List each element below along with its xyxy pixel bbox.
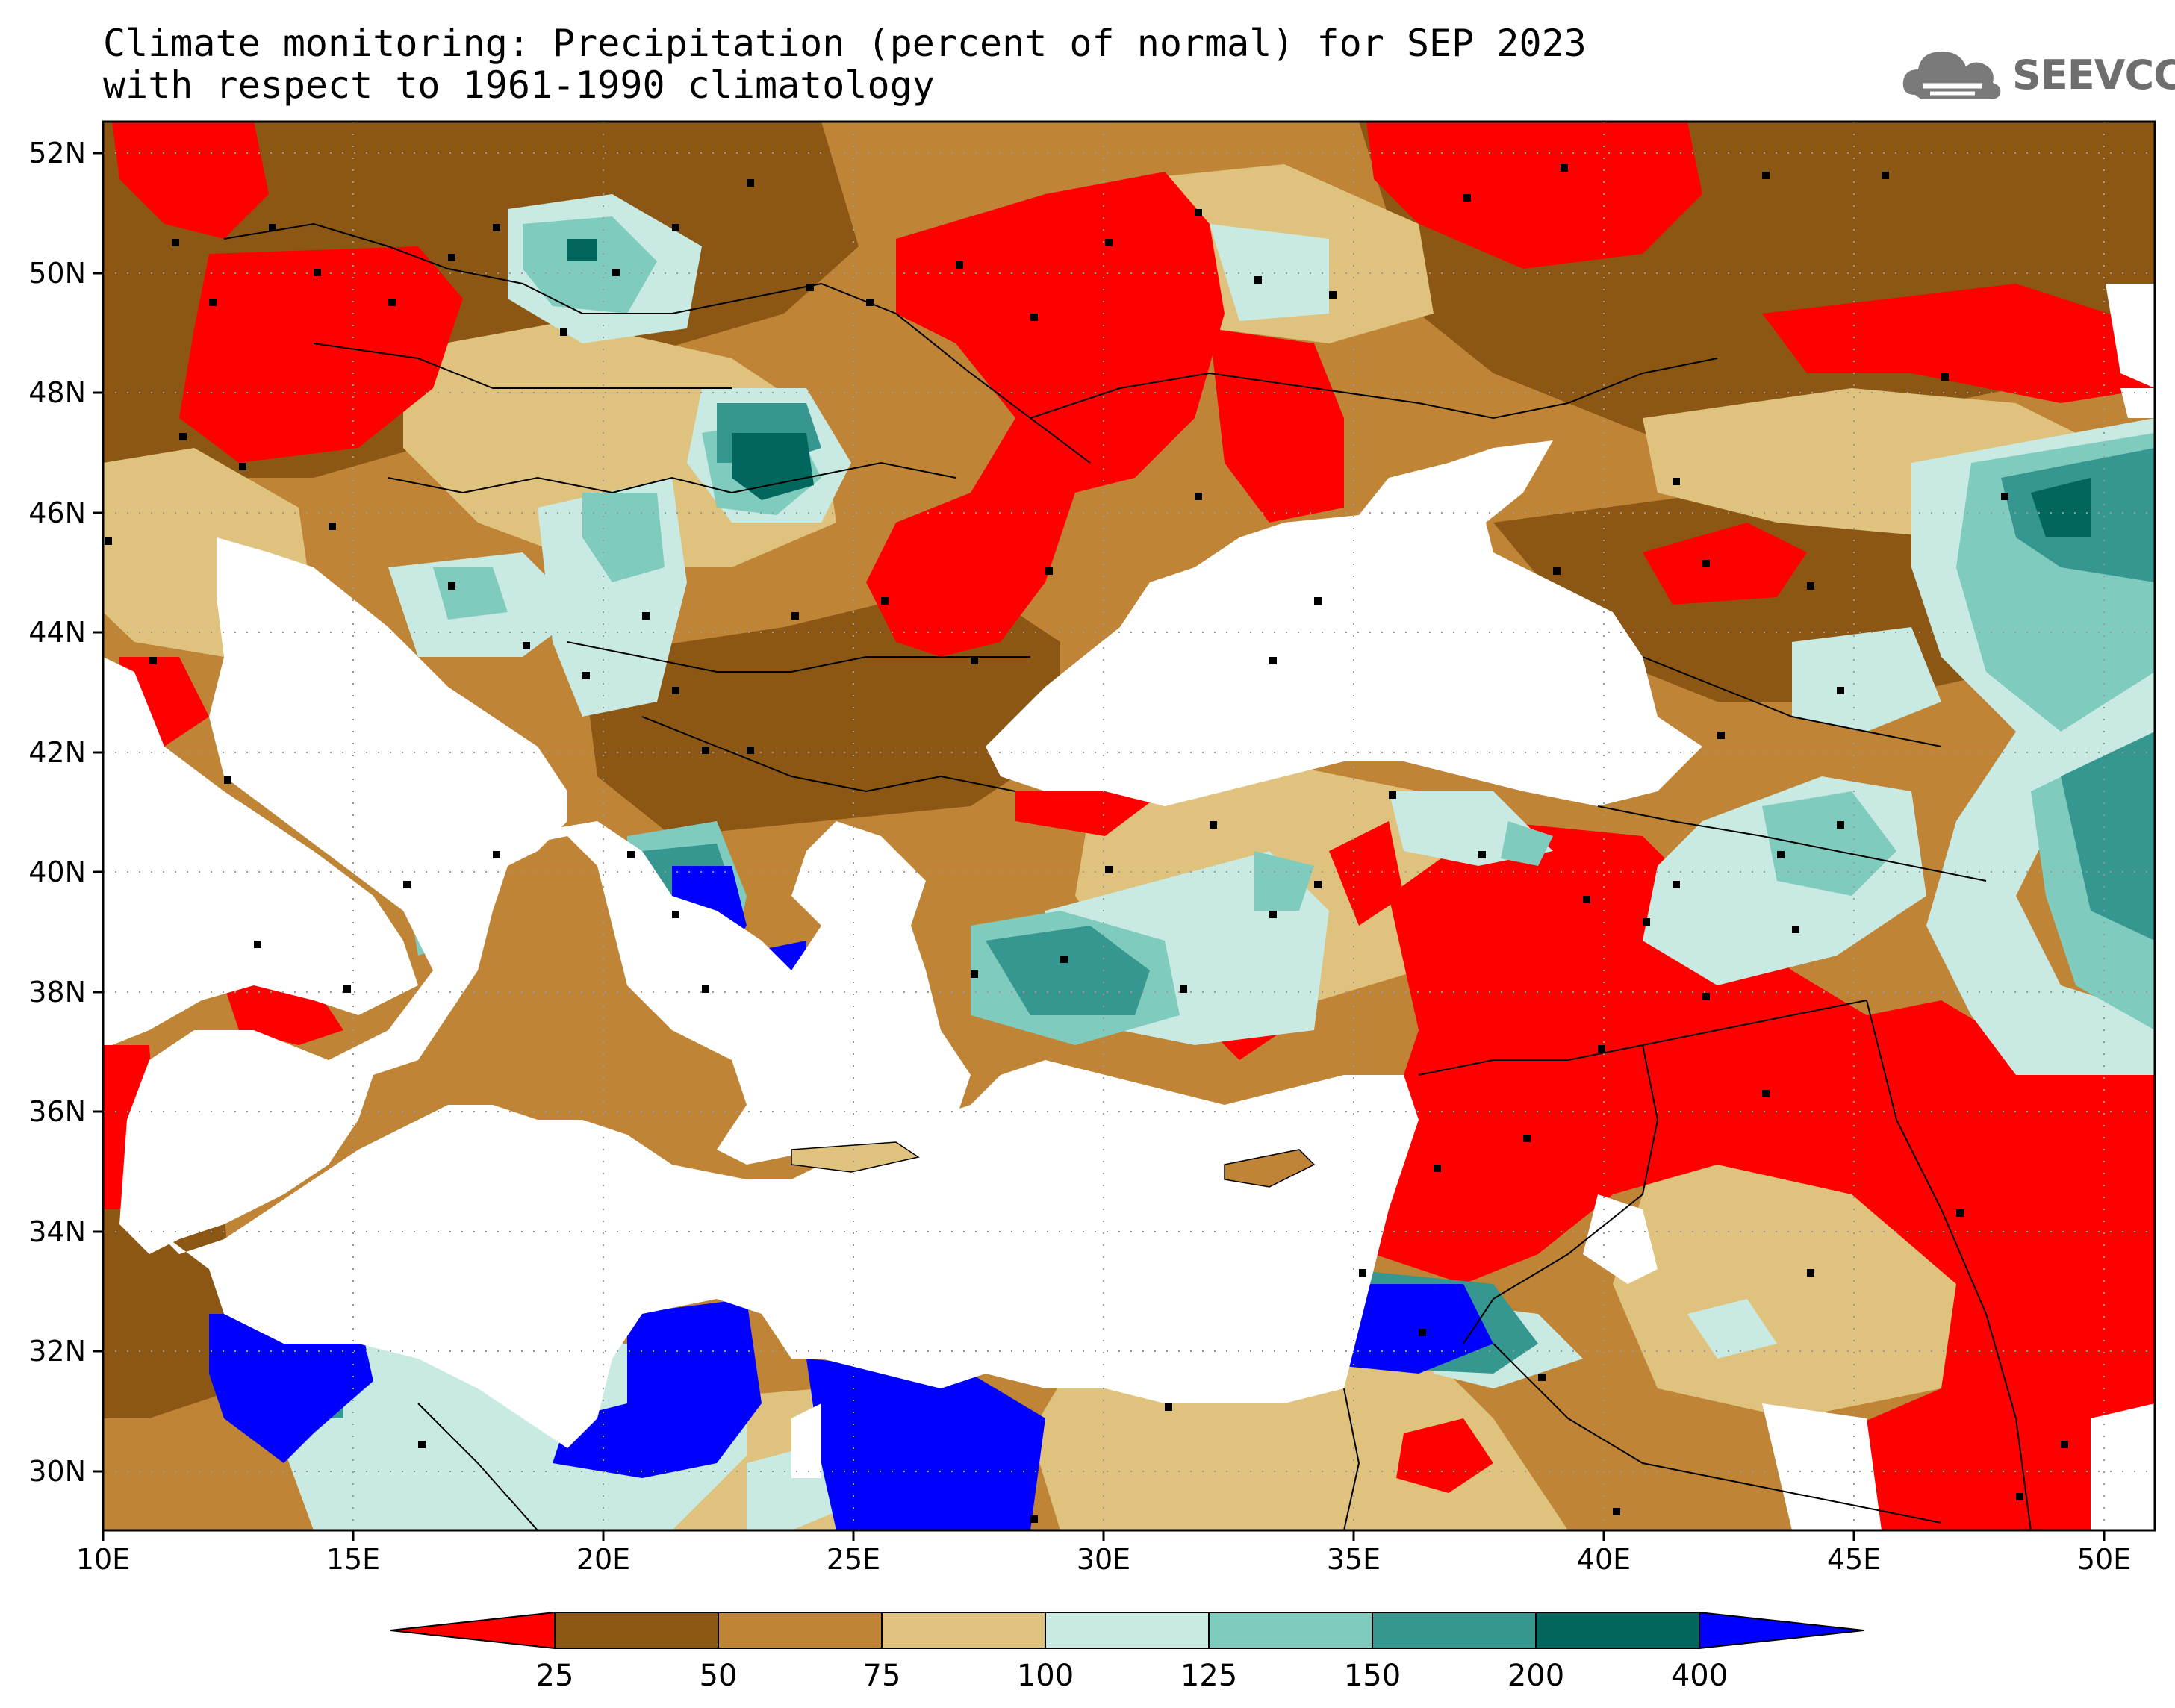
lon-label-50e: 50E bbox=[2077, 1543, 2131, 1576]
lat-label-36n: 36N bbox=[28, 1095, 86, 1128]
zone-lt-25 bbox=[103, 122, 2155, 1530]
colorbar-swatch-25-50 bbox=[554, 1612, 719, 1649]
colorbar-label-125: 125 bbox=[1180, 1659, 1237, 1693]
lat-label-32n: 32N bbox=[28, 1335, 86, 1368]
lon-label-25e: 25E bbox=[827, 1543, 880, 1576]
colorbar-swatch-125-150 bbox=[1208, 1612, 1373, 1649]
lat-label-42n: 42N bbox=[28, 736, 86, 769]
water-no-data bbox=[103, 284, 2155, 1530]
colorbar-swatch-100-125 bbox=[1045, 1612, 1210, 1649]
colorbar-swatch-50-75 bbox=[718, 1612, 883, 1649]
colorbar-label-75: 75 bbox=[863, 1659, 901, 1693]
colorbar-label-50: 50 bbox=[700, 1659, 738, 1693]
lon-label-45e: 45E bbox=[1827, 1543, 1881, 1576]
graticule bbox=[103, 122, 2155, 1530]
colorbar-swatch-200-400 bbox=[1535, 1612, 1700, 1649]
title-line-2: with respect to 1961-1990 climatology bbox=[103, 63, 935, 107]
lat-label-50n: 50N bbox=[28, 257, 86, 290]
lon-label-40e: 40E bbox=[1577, 1543, 1631, 1576]
lat-label-46n: 46N bbox=[28, 496, 86, 529]
lat-label-52n: 52N bbox=[28, 137, 86, 169]
colorbar-swatch-75-100 bbox=[881, 1612, 1046, 1649]
station-markers bbox=[105, 164, 2068, 1523]
lon-label-15e: 15E bbox=[326, 1543, 380, 1576]
logo-text: SEEVCCC bbox=[2012, 52, 2175, 99]
colorbar-swatch-gt-400 bbox=[1699, 1611, 1864, 1650]
lat-label-34n: 34N bbox=[28, 1215, 86, 1248]
lon-label-20e: 20E bbox=[576, 1543, 630, 1576]
longitude-axis: 10E 15E 20E 25E 30E 35E 40E 45E 50E bbox=[76, 1530, 2131, 1576]
lat-label-48n: 48N bbox=[28, 376, 86, 409]
map-title: Climate monitoring: Precipitation (perce… bbox=[103, 22, 1587, 106]
lat-label-40n: 40N bbox=[28, 855, 86, 888]
country-borders bbox=[223, 222, 2032, 1530]
lon-label-10e: 10E bbox=[76, 1543, 130, 1576]
lat-label-30n: 30N bbox=[28, 1455, 86, 1488]
map-frame bbox=[102, 120, 2156, 1532]
lon-label-35e: 35E bbox=[1327, 1543, 1381, 1576]
colorbar-label-150: 150 bbox=[1344, 1659, 1401, 1693]
colorbar-label-25: 25 bbox=[536, 1659, 574, 1693]
seevccc-logo: SEEVCCC bbox=[1900, 41, 2175, 108]
colorbar-label-400: 400 bbox=[1671, 1659, 1728, 1693]
islands bbox=[791, 1141, 1316, 1188]
colorbar-label-200: 200 bbox=[1507, 1659, 1564, 1693]
colorbar-label-100: 100 bbox=[1017, 1659, 1074, 1693]
lat-label-44n: 44N bbox=[28, 616, 86, 649]
lon-label-30e: 30E bbox=[1077, 1543, 1130, 1576]
cloud-icon bbox=[1902, 52, 2001, 99]
precipitation-field bbox=[103, 122, 2155, 1530]
lat-label-38n: 38N bbox=[28, 976, 86, 1009]
zone-200-400 bbox=[567, 239, 2091, 537]
colorbar-legend: 25 50 75 100 125 150 200 400 bbox=[390, 1611, 1864, 1693]
latitude-axis: 52N 50N 48N 46N 44N 42N 40N 38N 36N 34N … bbox=[28, 137, 103, 1488]
title-line-1: Climate monitoring: Precipitation (perce… bbox=[103, 22, 1587, 65]
colorbar-swatch-lt-25 bbox=[390, 1611, 556, 1650]
colorbar-swatch-150-200 bbox=[1372, 1612, 1537, 1649]
